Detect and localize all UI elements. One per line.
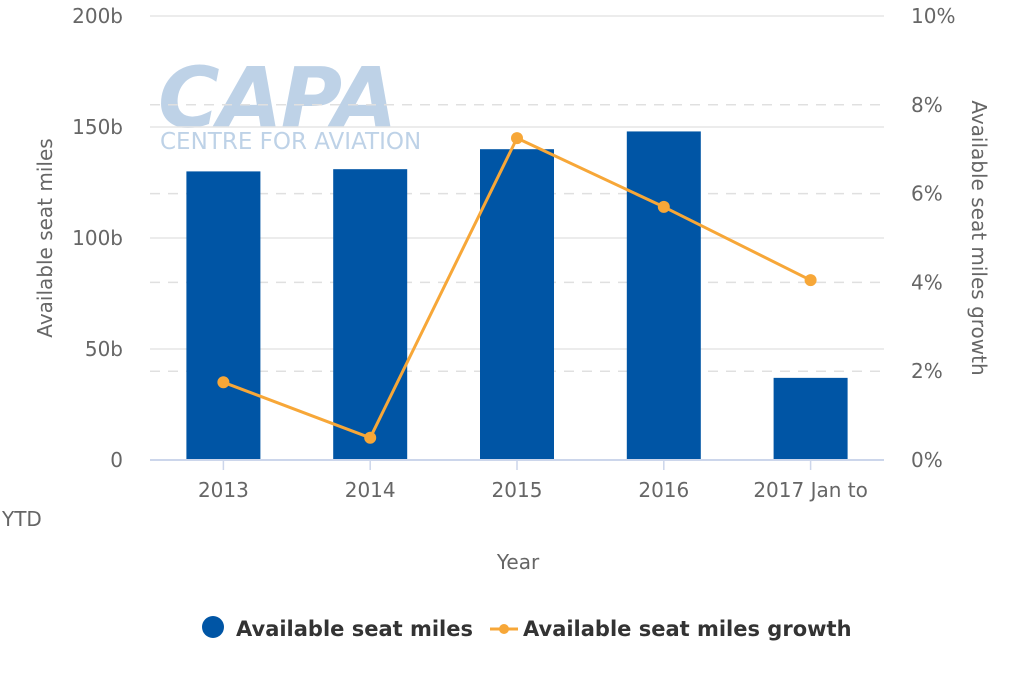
legend-item-line[interactable]: Available seat miles growth: [490, 617, 852, 641]
capa-watermark: CAPA CENTRE FOR AVIATION: [158, 49, 421, 155]
watermark-tagline: CENTRE FOR AVIATION: [160, 129, 421, 155]
bar-2013[interactable]: [186, 171, 261, 460]
y-tick-label: 50b: [85, 337, 123, 361]
y2-tick-label: 10%: [911, 4, 955, 28]
y-tick-label: 100b: [72, 226, 123, 250]
bar-2015[interactable]: [480, 149, 554, 460]
growth-point-2014[interactable]: [364, 431, 377, 444]
growth-point-2013[interactable]: [217, 376, 230, 389]
axes: Available seat miles Available seat mile…: [1, 4, 991, 574]
y2-tick-label: 0%: [911, 448, 943, 472]
legend-item-bars[interactable]: Available seat miles: [202, 616, 473, 641]
x-tick-label: 2017 Jan to: [753, 478, 868, 502]
legend: Available seat miles Available seat mile…: [202, 616, 852, 641]
y2-tick-label: 4%: [911, 270, 943, 294]
x-tick-label: 2015: [492, 478, 543, 502]
growth-point-2015[interactable]: [511, 132, 523, 145]
y2-axis-title: Available seat miles growth: [967, 100, 991, 375]
bar-2017-jan-to-ytd[interactable]: [773, 377, 848, 460]
watermark-logo: CAPA: [158, 49, 396, 147]
legend-label-bars: Available seat miles: [236, 617, 473, 641]
y2-tick-label: 8%: [911, 93, 943, 117]
bar-series: [186, 131, 848, 460]
line-series: [217, 132, 817, 444]
y-tick-label: 150b: [72, 115, 123, 139]
x-tick-label: 2016: [638, 478, 689, 502]
bar-2016[interactable]: [626, 131, 701, 460]
growth-point-2016[interactable]: [657, 200, 670, 213]
y-axis-title: Available seat miles: [33, 138, 57, 337]
x-tick-label: 2013: [198, 478, 249, 502]
x-tick-label-continuation: YTD: [1, 507, 42, 531]
x-axis-title: Year: [496, 550, 540, 574]
y2-tick-label: 2%: [911, 359, 943, 383]
legend-label-line: Available seat miles growth: [523, 617, 852, 641]
legend-line-dot: [499, 624, 509, 634]
growth-point-2017-jan-to-ytd[interactable]: [804, 274, 817, 287]
bar-2014[interactable]: [333, 169, 408, 460]
x-tick-label: 2014: [345, 478, 396, 502]
y2-tick-label: 6%: [911, 182, 943, 206]
legend-bar-marker: [202, 616, 224, 638]
y-tick-label: 0: [110, 448, 123, 472]
y-tick-label: 200b: [72, 4, 123, 28]
